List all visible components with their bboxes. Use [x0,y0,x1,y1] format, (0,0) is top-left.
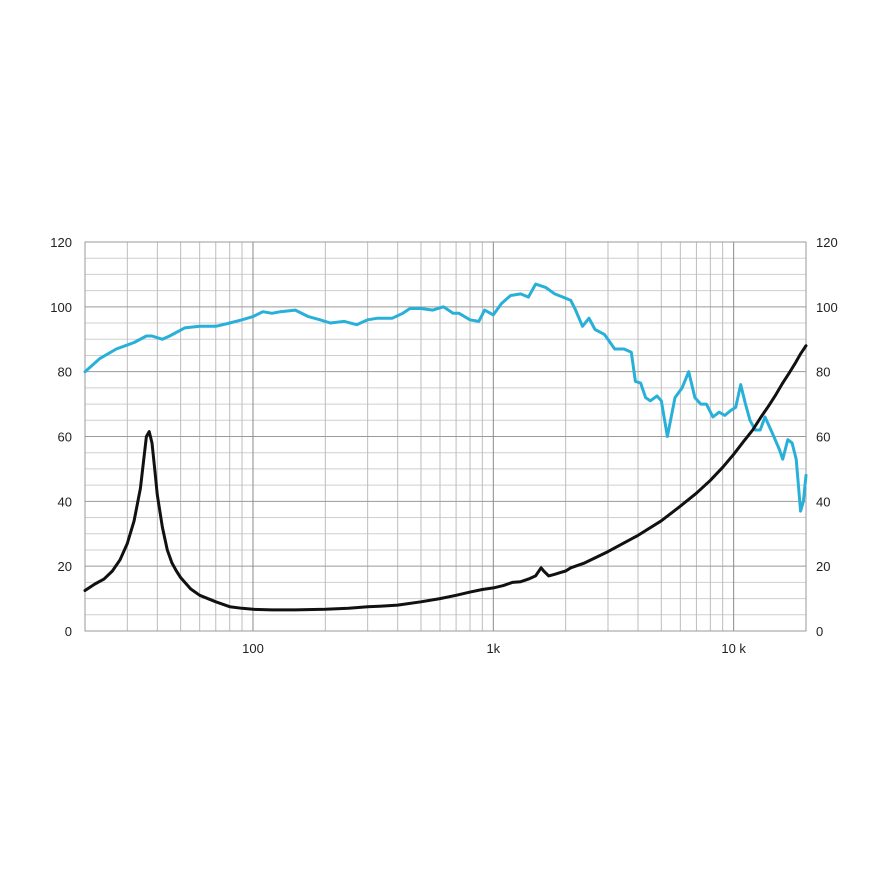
y-tick-label-left: 40 [58,494,72,509]
y-tick-label-left: 60 [58,430,72,445]
plot-border [84,241,807,632]
x-tick-label: 10 k [721,641,746,656]
y-tick-label-right: 20 [816,559,830,574]
x-tick-label: 1k [486,641,500,656]
x-tick-label: 100 [242,641,264,656]
y-tick-label-left: 120 [50,235,72,250]
y-axis-right-labels: 0 20 40 60 80 100 120 [816,235,838,639]
y-tick-label-right: 40 [816,494,830,509]
y-tick-label-right: 120 [816,235,838,250]
y-tick-label-left: 20 [58,559,72,574]
y-axis-left-labels: 0 20 40 60 80 100 120 [50,235,72,639]
y-tick-label-right: 80 [816,365,830,380]
series-layer [83,282,808,612]
y-tick-label-left: 100 [50,300,72,315]
y-tick-label-right: 60 [816,430,830,445]
series-line-2 [83,344,808,612]
y-tick-label-left: 0 [65,624,72,639]
y-tick-label-left: 80 [58,365,72,380]
x-axis-labels: 100 1k 10 k [242,641,746,656]
y-tick-label-right: 100 [816,300,838,315]
y-tick-label-right: 0 [816,624,823,639]
series-line-1 [83,282,808,513]
